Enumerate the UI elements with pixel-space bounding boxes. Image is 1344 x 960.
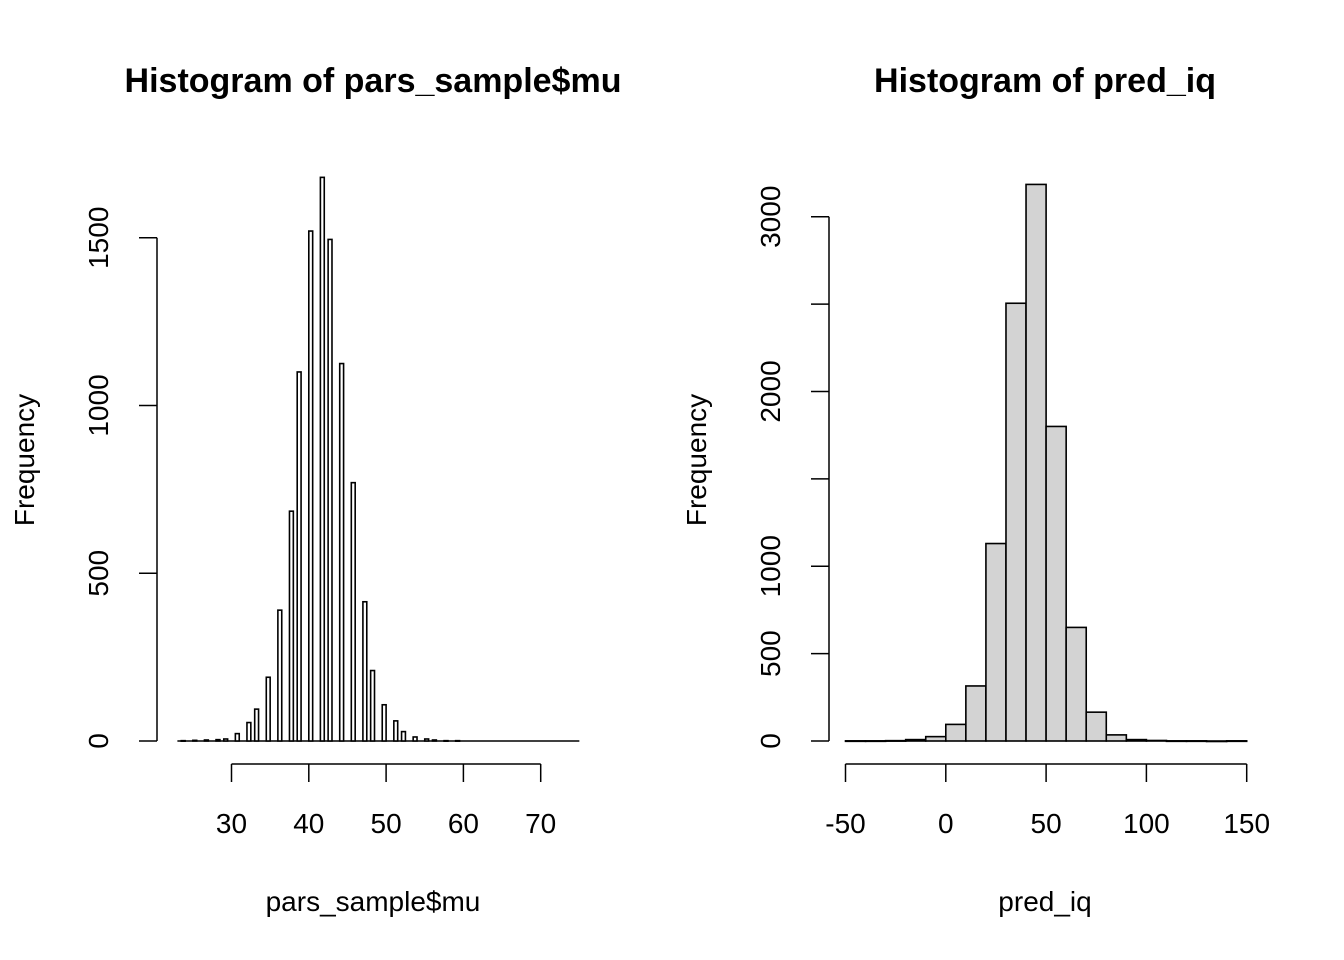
mu-bar [393, 720, 399, 742]
mu-bar [362, 600, 368, 742]
iq-bar [864, 740, 887, 743]
mu-bar [203, 739, 210, 742]
mu-bar [381, 703, 387, 742]
mu-y-tick-label: 0 [83, 733, 114, 749]
mu-x-tick-label: 70 [525, 808, 556, 839]
mu-y-axis-label: Frequency [9, 394, 40, 526]
panel-iq-histogram: Histogram of pred_iq pred_iq Frequency -… [681, 62, 1270, 917]
iq-bar [844, 740, 867, 743]
iq-y-axis-label: Frequency [681, 394, 712, 526]
mu-x-tick-label: 40 [293, 808, 324, 839]
mu-bar [338, 362, 345, 742]
mu-bar [423, 738, 430, 742]
mu-y-axis: 0 500 1000 1500 [83, 207, 158, 749]
iq-bar [1225, 740, 1248, 743]
iq-y-tick-label: 500 [755, 630, 786, 677]
iq-bar [1105, 734, 1128, 742]
iq-bar [1185, 740, 1208, 743]
iq-y-tick-label: 2000 [755, 360, 786, 422]
mu-bar [307, 230, 314, 742]
iq-x-tick-label: 150 [1223, 808, 1270, 839]
iq-bar [904, 738, 927, 742]
panel-mu-histogram: Histogram of pars_sample$mu pars_sample$… [9, 62, 621, 917]
iq-y-tick-label: 1000 [755, 535, 786, 597]
iq-x-tick-label: -50 [825, 808, 865, 839]
iq-bar [1045, 425, 1067, 742]
iq-bars [844, 183, 1248, 743]
mu-bar [253, 708, 260, 742]
mu-y-tick-label: 500 [83, 550, 114, 597]
mu-x-axis-label: pars_sample$mu [266, 886, 481, 917]
iq-x-tick-label: 100 [1123, 808, 1170, 839]
mu-x-tick-label: 50 [371, 808, 402, 839]
mu-chart-title: Histogram of pars_sample$mu [125, 62, 622, 100]
iq-bar [1025, 183, 1047, 742]
iq-x-tick-label: 50 [1031, 808, 1062, 839]
iq-x-tick-label: 0 [938, 808, 954, 839]
mu-x-axis: 30 40 50 60 70 [216, 763, 556, 839]
iq-bar [965, 685, 987, 742]
mu-bar [215, 738, 221, 742]
mu-bar [296, 371, 302, 742]
mu-bar [400, 730, 407, 742]
mu-bar [222, 738, 229, 742]
mu-bar [234, 732, 241, 742]
iq-bar [1205, 740, 1228, 743]
mu-bar [443, 739, 449, 742]
mu-y-tick-label: 1500 [83, 207, 114, 269]
iq-y-tick-label: 0 [755, 733, 786, 749]
iq-bar [1125, 738, 1148, 742]
iq-x-axis: -50 0 50 100 150 [825, 763, 1270, 839]
mu-bar [265, 676, 271, 742]
iq-bar [884, 739, 907, 742]
mu-bar [288, 510, 295, 742]
iq-bar [1145, 739, 1168, 742]
mu-bar [431, 739, 438, 742]
iq-y-axis: 0 500 1000 2000 3000 [755, 186, 830, 749]
mu-bar [319, 176, 326, 742]
mu-bar [454, 739, 461, 742]
iq-bar [1165, 740, 1188, 743]
mu-bar [327, 238, 333, 742]
mu-bars [177, 176, 580, 742]
mu-bar [180, 739, 186, 742]
mu-bar [412, 736, 418, 742]
iq-y-tick-label: 3000 [755, 186, 786, 248]
iq-chart-title: Histogram of pred_iq [874, 62, 1216, 100]
iq-bar [1005, 302, 1027, 742]
mu-bar [277, 609, 283, 742]
mu-x-tick-label: 30 [216, 808, 247, 839]
iq-bar [1065, 626, 1088, 742]
mu-bar [246, 721, 252, 742]
mu-bar [369, 669, 376, 742]
mu-y-tick-label: 1000 [83, 374, 114, 436]
iq-bar [985, 542, 1007, 742]
iq-bar [944, 723, 967, 742]
mu-bar [192, 739, 198, 742]
mu-bar [350, 481, 356, 742]
mu-x-tick-label: 60 [448, 808, 479, 839]
iq-bar [924, 735, 947, 742]
iq-bar [1085, 711, 1108, 742]
iq-x-axis-label: pred_iq [998, 886, 1091, 917]
